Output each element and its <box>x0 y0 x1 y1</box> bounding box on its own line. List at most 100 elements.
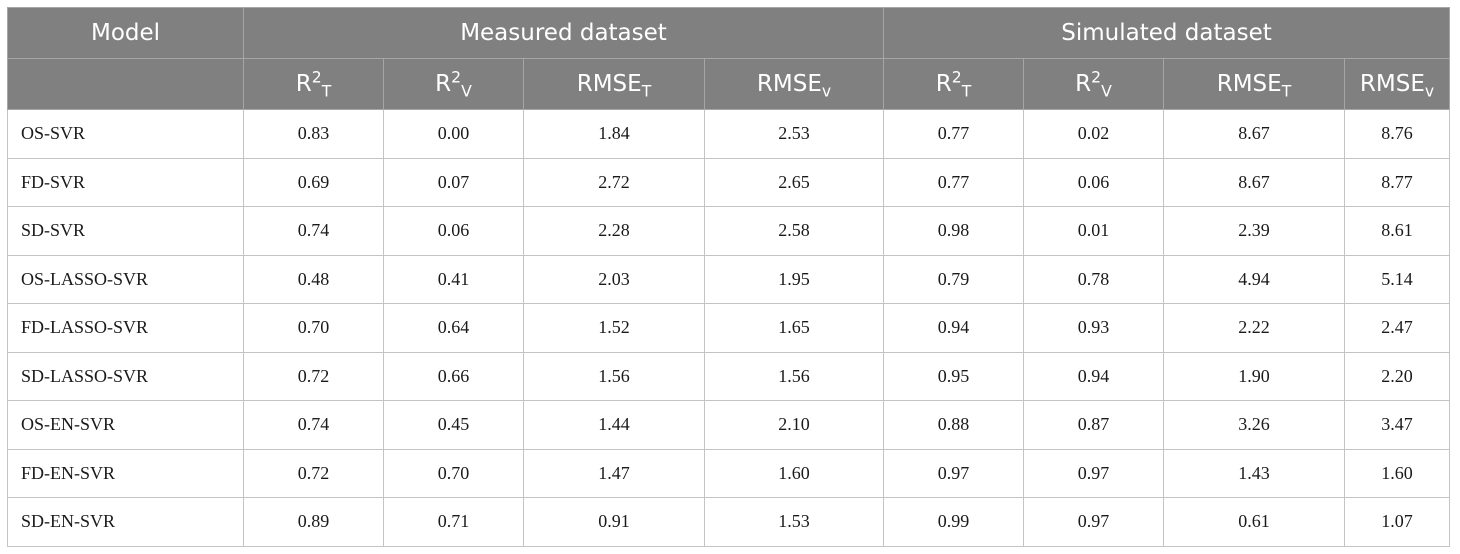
value-cell: 0.71 <box>383 497 524 547</box>
metric-subscript: T <box>961 81 972 101</box>
metric-subscript: v <box>1424 81 1435 101</box>
value-cell: 8.67 <box>1163 157 1345 207</box>
value-cell: 0.77 <box>883 109 1024 159</box>
table-row: FD-SVR 0.69 0.07 2.72 2.65 0.77 0.06 8.67 8.77 <box>7 157 1450 207</box>
simulated-dataset-header: Simulated dataset <box>883 7 1450 59</box>
metric-subscript: v <box>821 81 832 101</box>
value-cell: 8.61 <box>1344 206 1450 256</box>
value-cell: 2.47 <box>1344 303 1450 353</box>
metric-superscript: 2 <box>451 67 462 87</box>
model-name-cell: OS-EN-SVR <box>7 400 244 450</box>
model-name-cell: OS-SVR <box>7 109 244 159</box>
model-name-cell: SD-LASSO-SVR <box>7 351 244 401</box>
value-cell: 1.65 <box>704 303 884 353</box>
value-cell: 0.41 <box>383 254 524 304</box>
metric-base: RMSE <box>756 71 822 97</box>
value-cell: 0.83 <box>243 109 384 159</box>
metric-superscript: 2 <box>951 67 962 87</box>
model-name-cell: FD-SVR <box>7 157 244 207</box>
value-cell: 0.99 <box>883 497 1024 547</box>
value-cell: 1.56 <box>523 351 705 401</box>
metric-subscript: T <box>1281 81 1292 101</box>
metric-subscript: V <box>461 81 472 101</box>
value-cell: 1.60 <box>704 448 884 498</box>
value-cell: 0.72 <box>243 351 384 401</box>
metric-header: R2V <box>383 58 524 110</box>
value-cell: 0.74 <box>243 400 384 450</box>
value-cell: 0.64 <box>383 303 524 353</box>
metric-header: R2V <box>1023 58 1164 110</box>
metric-base: R <box>1075 71 1092 97</box>
value-cell: 0.87 <box>1023 400 1164 450</box>
model-subheader-empty <box>7 58 244 110</box>
value-cell: 0.95 <box>883 351 1024 401</box>
value-cell: 2.58 <box>704 206 884 256</box>
value-cell: 0.02 <box>1023 109 1164 159</box>
model-name-cell: SD-SVR <box>7 206 244 256</box>
metric-base: RMSE <box>576 71 642 97</box>
value-cell: 0.01 <box>1023 206 1164 256</box>
metric-base: R <box>935 71 952 97</box>
model-column-header: Model <box>7 7 244 59</box>
value-cell: 0.78 <box>1023 254 1164 304</box>
table-header: Model Measured dataset Simulated dataset… <box>7 7 1450 110</box>
metric-header-row: R2T R2V RMSET RMSEv R2T R2V RMSET RMSEv <box>7 58 1450 110</box>
value-cell: 2.20 <box>1344 351 1450 401</box>
metric-base: R <box>435 71 452 97</box>
value-cell: 0.89 <box>243 497 384 547</box>
value-cell: 0.79 <box>883 254 1024 304</box>
table-row: OS-LASSO-SVR 0.48 0.41 2.03 1.95 0.79 0.78 4.94… <box>7 254 1450 304</box>
table-row: FD-EN-SVR 0.72 0.70 1.47 1.60 0.97 0.97 1.43 1.6… <box>7 448 1450 498</box>
value-cell: 2.28 <box>523 206 705 256</box>
value-cell: 0.69 <box>243 157 384 207</box>
value-cell: 1.52 <box>523 303 705 353</box>
value-cell: 1.90 <box>1163 351 1345 401</box>
metric-header: RMSEv <box>1344 58 1450 110</box>
value-cell: 1.44 <box>523 400 705 450</box>
table-row: OS-SVR 0.83 0.00 1.84 2.53 0.77 0.02 8.67 8.76 <box>7 109 1450 159</box>
value-cell: 0.70 <box>243 303 384 353</box>
value-cell: 1.43 <box>1163 448 1345 498</box>
value-cell: 2.39 <box>1163 206 1345 256</box>
value-cell: 0.93 <box>1023 303 1164 353</box>
value-cell: 1.56 <box>704 351 884 401</box>
table-row: SD-EN-SVR 0.89 0.71 0.91 1.53 0.99 0.97 0.61 1.0… <box>7 497 1450 547</box>
value-cell: 0.97 <box>1023 497 1164 547</box>
table-row: SD-LASSO-SVR 0.72 0.66 1.56 1.56 0.95 0.94 1.90… <box>7 351 1450 401</box>
table-row: OS-EN-SVR 0.74 0.45 1.44 2.10 0.88 0.87 3.26 3.4… <box>7 400 1450 450</box>
metric-superscript: 2 <box>311 67 322 87</box>
metric-subscript: V <box>1101 81 1112 101</box>
value-cell: 0.48 <box>243 254 384 304</box>
metric-header: RMSET <box>1163 58 1345 110</box>
metric-header: R2T <box>243 58 384 110</box>
value-cell: 0.94 <box>1023 351 1164 401</box>
model-name-cell: OS-LASSO-SVR <box>7 254 244 304</box>
metric-header: RMSET <box>523 58 705 110</box>
table-row: FD-LASSO-SVR 0.70 0.64 1.52 1.65 0.94 0.93 2.22… <box>7 303 1450 353</box>
value-cell: 2.10 <box>704 400 884 450</box>
value-cell: 2.22 <box>1163 303 1345 353</box>
value-cell: 0.77 <box>883 157 1024 207</box>
value-cell: 0.97 <box>1023 448 1164 498</box>
metric-base: R <box>295 71 312 97</box>
metric-header: RMSEv <box>704 58 884 110</box>
results-table: Model Measured dataset Simulated dataset… <box>7 7 1450 547</box>
value-cell: 0.88 <box>883 400 1024 450</box>
value-cell: 0.00 <box>383 109 524 159</box>
value-cell: 2.72 <box>523 157 705 207</box>
value-cell: 8.76 <box>1344 109 1450 159</box>
table-row: SD-SVR 0.74 0.06 2.28 2.58 0.98 0.01 2.39 8.61 <box>7 206 1450 256</box>
value-cell: 0.91 <box>523 497 705 547</box>
value-cell: 3.26 <box>1163 400 1345 450</box>
value-cell: 0.06 <box>383 206 524 256</box>
metric-base: RMSE <box>1359 71 1425 97</box>
value-cell: 1.60 <box>1344 448 1450 498</box>
value-cell: 4.94 <box>1163 254 1345 304</box>
value-cell: 0.06 <box>1023 157 1164 207</box>
metric-superscript: 2 <box>1091 67 1102 87</box>
value-cell: 2.53 <box>704 109 884 159</box>
value-cell: 0.61 <box>1163 497 1345 547</box>
value-cell: 1.07 <box>1344 497 1450 547</box>
value-cell: 8.77 <box>1344 157 1450 207</box>
measured-dataset-header: Measured dataset <box>243 7 884 59</box>
